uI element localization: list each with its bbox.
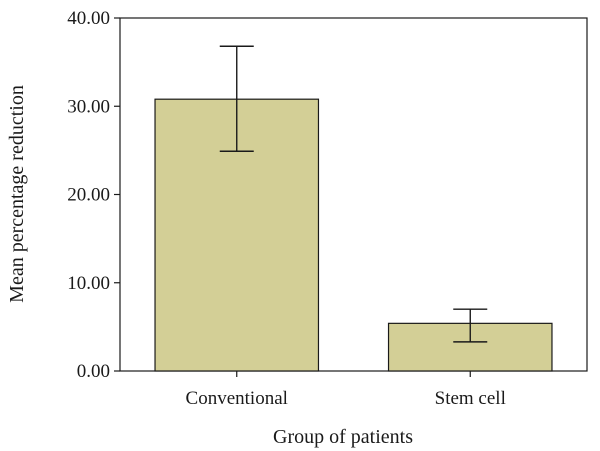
- y-tick-label: 10.00: [67, 273, 110, 294]
- y-axis-ticks: 0.00 10.00 20.00 30.00 40.00: [67, 8, 120, 382]
- x-tick-label: Conventional: [186, 388, 288, 409]
- x-axis-title: Group of patients: [273, 426, 413, 448]
- x-tick-label: Stem cell: [435, 388, 506, 409]
- y-tick-label: 20.00: [67, 185, 110, 206]
- y-tick-label: 40.00: [67, 8, 110, 29]
- y-tick-label: 0.00: [77, 361, 110, 382]
- y-axis-title: Mean percentage reduction: [6, 85, 28, 303]
- x-axis-ticks: Conventional Stem cell: [186, 371, 506, 409]
- y-tick-label: 30.00: [67, 96, 110, 117]
- bars: [154, 98, 553, 372]
- error-bars: [219, 45, 488, 343]
